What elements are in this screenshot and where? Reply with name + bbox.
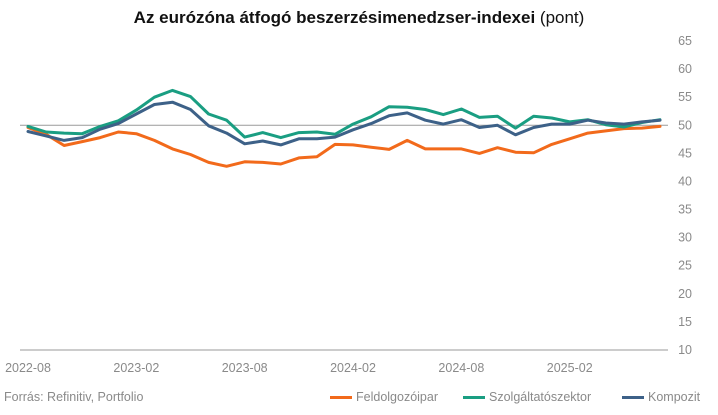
source-note: Forrás: Refinitiv, Portfolio: [4, 390, 144, 404]
x-tick-label: 2023-08: [222, 361, 268, 375]
y-tick-label: 25: [678, 259, 692, 273]
x-tick-label: 2023-02: [113, 361, 159, 375]
x-tick-label: 2025-02: [547, 361, 593, 375]
legend-swatch-feldolgozoipar: [330, 395, 352, 399]
series-line-kompozit: [26, 100, 662, 147]
y-tick-label: 40: [678, 174, 692, 188]
legend-swatch-kompozit: [622, 395, 644, 399]
legend-item-feldolgozoipar: Feldolgozóipar: [330, 389, 438, 405]
y-tick-label: 10: [678, 343, 692, 357]
legend-item-szolgaltatoszektor: Szolgáltatószektor: [463, 389, 591, 405]
y-tick-label: 60: [678, 62, 692, 76]
chart-title: Az eurózóna átfogó beszerzésimenedzser-i…: [0, 8, 718, 28]
x-tick-label: 2024-08: [438, 361, 484, 375]
chart-title-main: Az eurózóna átfogó beszerzésimenedzser-i…: [133, 8, 536, 27]
y-tick-label: 30: [678, 231, 692, 245]
legend-swatch-szolgaltatoszektor: [463, 395, 485, 399]
y-tick-label: 15: [678, 315, 692, 329]
y-tick-label: 35: [678, 203, 692, 217]
x-tick-label: 2022-08: [5, 361, 51, 375]
y-tick-label: 55: [678, 90, 692, 104]
series-line-szolgaltatoszektor: [26, 88, 662, 140]
series-line-feldolgozoipar: [26, 124, 662, 168]
legend-item-kompozit: Kompozit: [622, 389, 700, 405]
y-tick-label: 50: [678, 118, 692, 132]
x-tick-label: 2024-02: [330, 361, 376, 375]
y-tick-label: 65: [678, 34, 692, 48]
legend-label-szolgaltatoszektor: Szolgáltatószektor: [489, 390, 592, 404]
y-tick-label: 45: [678, 146, 692, 160]
chart-title-unit: (pont): [539, 8, 585, 27]
legend-label-kompozit: Kompozit: [648, 390, 701, 404]
legend-label-feldolgozoipar: Feldolgozóipar: [356, 390, 438, 404]
y-tick-label: 20: [678, 287, 692, 301]
